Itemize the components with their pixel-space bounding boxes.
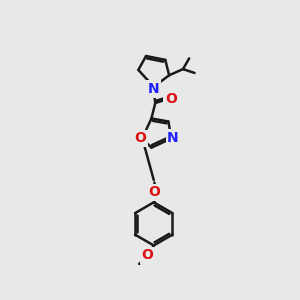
Text: O: O bbox=[142, 248, 154, 262]
Text: O: O bbox=[165, 92, 177, 106]
Text: N: N bbox=[148, 82, 160, 96]
Text: N: N bbox=[167, 130, 179, 145]
Text: O: O bbox=[148, 185, 160, 199]
Text: O: O bbox=[135, 131, 147, 146]
